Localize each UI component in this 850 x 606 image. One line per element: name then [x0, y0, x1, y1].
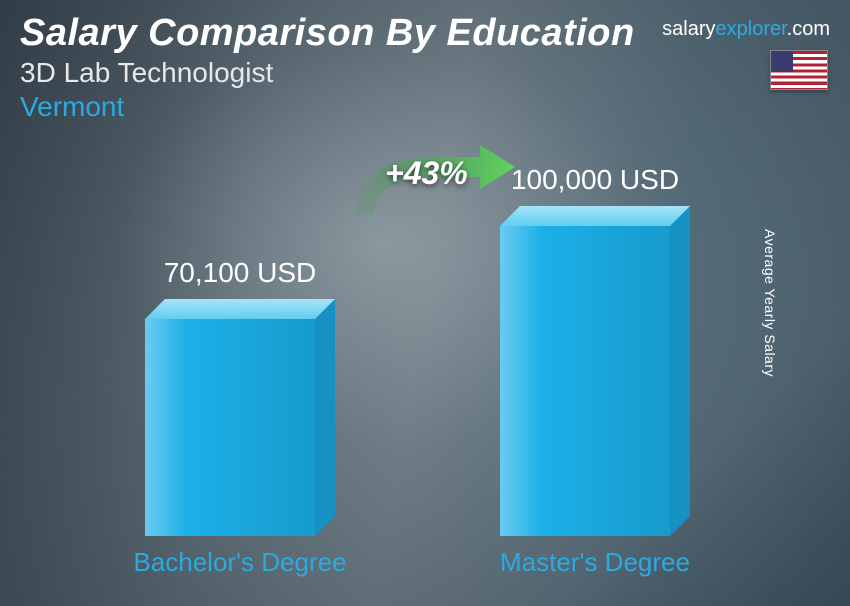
- bar-front: [145, 319, 315, 536]
- flag-icon: [770, 50, 828, 90]
- bar-category-label: Bachelor's Degree: [110, 547, 370, 578]
- bar-0: 70,100 USD: [145, 319, 335, 536]
- job-title: 3D Lab Technologist: [20, 57, 830, 89]
- brand-part2: explorer: [716, 18, 787, 40]
- bar-value-label: 70,100 USD: [110, 257, 370, 289]
- bar-top: [500, 206, 690, 226]
- location-label: Vermont: [20, 91, 830, 123]
- brand-part1: salary: [662, 18, 715, 40]
- bar-category-label: Master's Degree: [465, 547, 725, 578]
- bar-side: [315, 299, 335, 536]
- brand-logo: salaryexplorer.com: [662, 18, 830, 41]
- bar-1: 100,000 USD: [500, 226, 690, 536]
- bar-side: [670, 206, 690, 536]
- bar-front: [500, 226, 670, 536]
- bar-top: [145, 299, 335, 319]
- brand-part3: .com: [787, 18, 830, 40]
